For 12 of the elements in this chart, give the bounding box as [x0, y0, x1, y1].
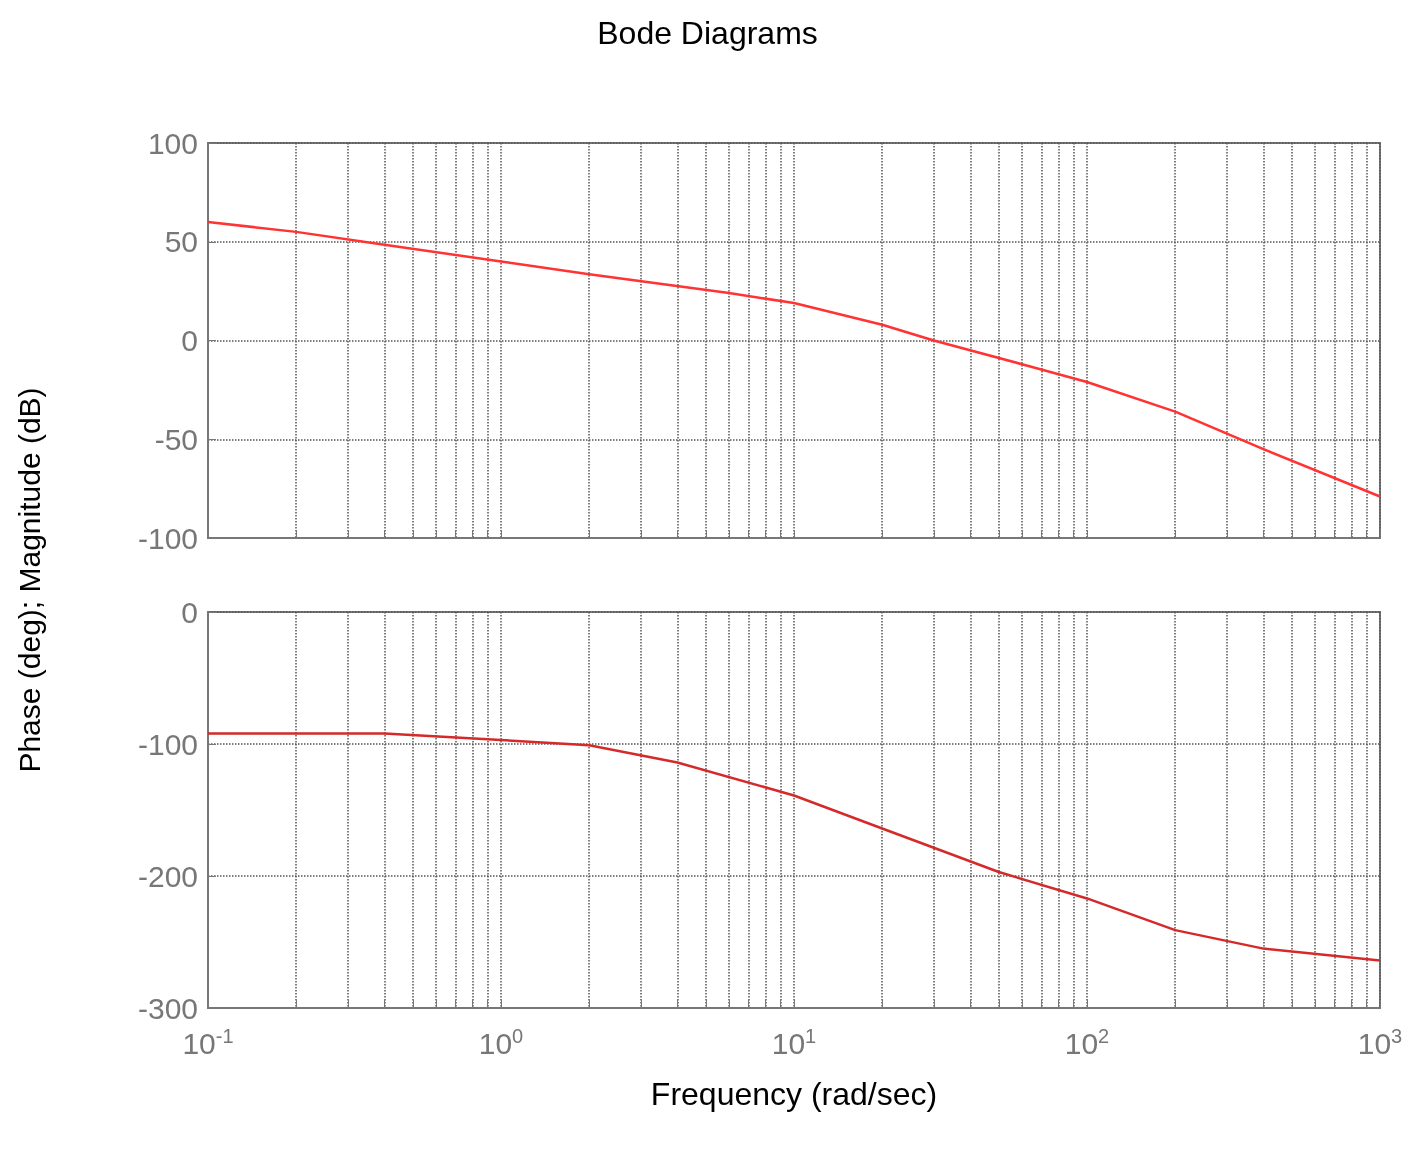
y-tick-label: -100 — [137, 727, 198, 761]
y-tick-label: 100 — [147, 126, 198, 160]
y-tick-label: -200 — [137, 859, 198, 893]
y-tick-label: -300 — [137, 991, 198, 1025]
chart-title: Bode Diagrams — [597, 15, 818, 51]
y-tick-label: 0 — [181, 324, 198, 357]
y-tick-label: -50 — [154, 422, 198, 456]
y-tick-label: -100 — [137, 521, 198, 555]
y-axis-title: Phase (deg); Magnitude (dB) — [13, 387, 47, 773]
y-tick-label: 0 — [181, 595, 198, 629]
y-tick-label: 50 — [164, 225, 198, 259]
x-axis-title: Frequency (rad/sec) — [650, 1076, 938, 1112]
